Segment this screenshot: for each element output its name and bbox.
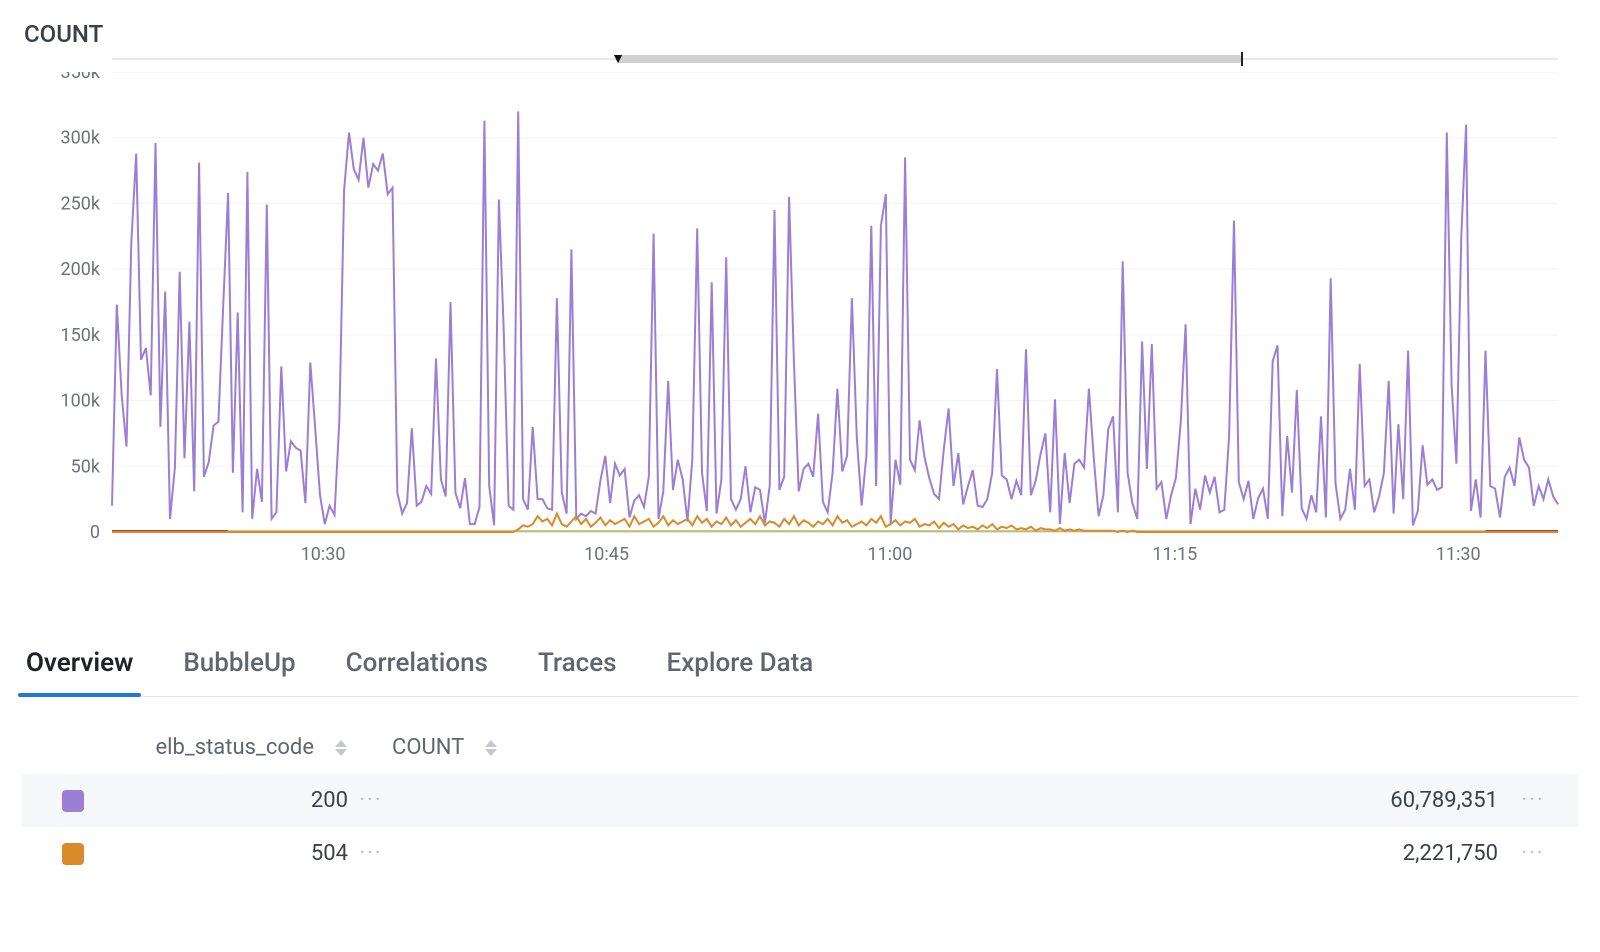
svg-text:250k: 250k [61,193,101,214]
tab-bubbleup[interactable]: BubbleUp [181,642,297,696]
chart-title: COUNT [24,20,1578,48]
tab-overview[interactable]: Overview [24,642,135,696]
column-header-status-code[interactable]: elb_status_code [118,735,348,760]
svg-text:11:00: 11:00 [868,544,913,565]
svg-text:350k: 350k [61,72,101,83]
svg-text:100k: 100k [61,391,101,412]
column-header-count[interactable]: COUNT [392,735,552,760]
series-swatch [62,843,84,865]
series-swatch [62,790,84,812]
line-chart: 0 50k 100k 150k 200k 250k 300k 350k 10:30 10:45 11… [22,72,1578,572]
cell-count: 60,789,351 [1390,788,1510,813]
svg-text:11:15: 11:15 [1152,544,1197,565]
scrubber-end-handle[interactable] [1241,52,1243,66]
results-table: elb_status_code COUNT 200 ··· 60,789,351… [22,721,1578,880]
table-header: elb_status_code COUNT [22,721,1578,774]
tab-traces[interactable]: Traces [536,642,619,696]
table-row[interactable]: 200 ··· 60,789,351 ··· [22,774,1578,827]
svg-text:200k: 200k [61,259,101,280]
svg-text:0: 0 [90,522,100,543]
time-scrubber[interactable]: ▼ [112,52,1558,70]
sort-icon[interactable] [334,740,348,756]
svg-text:11:30: 11:30 [1436,544,1481,565]
svg-text:50k: 50k [71,456,101,477]
column-label: elb_status_code [155,735,314,760]
row-actions-icon[interactable]: ··· [348,788,394,813]
row-actions-icon[interactable]: ··· [1510,788,1556,813]
cell-count: 2,221,750 [1403,841,1510,866]
row-actions-icon[interactable]: ··· [348,841,394,866]
tab-correlations[interactable]: Correlations [344,642,490,696]
svg-text:300k: 300k [61,128,101,149]
tabs: Overview BubbleUp Correlations Traces Ex… [22,642,1578,697]
svg-text:10:45: 10:45 [584,544,629,565]
row-actions-icon[interactable]: ··· [1510,841,1556,866]
svg-text:10:30: 10:30 [301,544,346,565]
scrubber-range[interactable] [618,55,1241,63]
column-label: COUNT [392,735,464,760]
cell-status-code: 504 [118,841,348,866]
sort-icon[interactable] [484,740,498,756]
table-row[interactable]: 504 ··· 2,221,750 ··· [22,827,1578,880]
svg-text:150k: 150k [61,325,101,346]
tab-explore-data[interactable]: Explore Data [665,642,816,696]
cell-status-code: 200 [118,788,348,813]
chart-area[interactable]: 0 50k 100k 150k 200k 250k 300k 350k 10:30 10:45 11… [22,72,1578,572]
scrubber-marker-icon[interactable]: ▼ [611,50,625,67]
